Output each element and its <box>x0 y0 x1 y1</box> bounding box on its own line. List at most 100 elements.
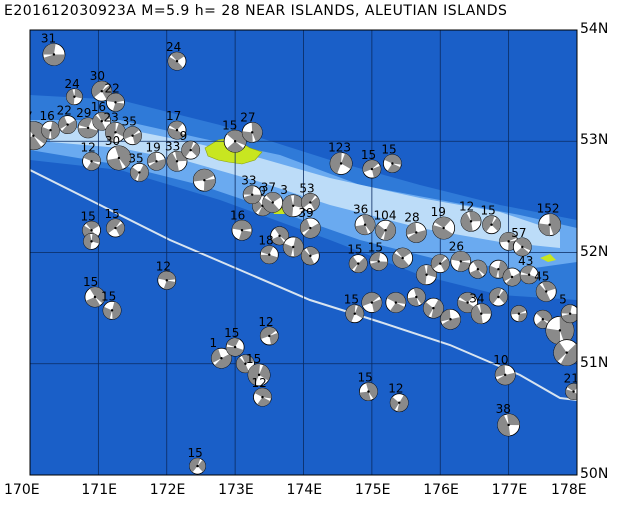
beachball-depth-label: 15 <box>368 240 383 254</box>
beachball: 45 <box>534 269 557 302</box>
longitude-tick-label: 173E <box>218 482 254 498</box>
beachball-depth-label: 9 <box>180 129 188 143</box>
beachball <box>192 168 216 192</box>
beachball: 15 <box>188 446 206 475</box>
beachball <box>468 259 488 279</box>
beachball-depth-label: 12 <box>156 259 171 273</box>
beachball-depth-label: 15 <box>347 243 362 257</box>
beachball-depth-label: 17 <box>166 109 181 123</box>
beachball <box>416 264 437 286</box>
beachball-depth-label: 15 <box>101 289 116 303</box>
beachball-depth-label: 16 <box>230 208 245 222</box>
beachball-depth-label: 31 <box>41 31 56 45</box>
beachball-depth-label: 5 <box>559 293 567 307</box>
beachball: 37 <box>261 180 284 213</box>
beachball-depth-label: 15 <box>104 207 119 221</box>
latitude-tick-label: 51N <box>580 354 609 371</box>
beachball: 35 <box>122 115 142 146</box>
beachball-depth-label: 12 <box>251 376 266 390</box>
beachball-depth-label: 33 <box>241 174 256 188</box>
beachball-depth-label: 16 <box>40 109 55 123</box>
map-frame <box>29 29 578 476</box>
beachball: 15 <box>344 293 365 324</box>
beachball: 24 <box>166 40 187 71</box>
beachball: 10 <box>493 353 516 386</box>
beachball <box>83 232 100 250</box>
longitude-tick-label: 170E <box>4 482 40 498</box>
beachball-depth-label: 15 <box>188 446 203 460</box>
beachball: 30 <box>105 134 132 171</box>
beachball-depth-label: 57 <box>511 226 526 240</box>
beachball: 5 <box>559 293 577 324</box>
beachball-depth-label: 16 <box>91 100 106 114</box>
beachball <box>502 267 522 287</box>
beachball-depth-label: 35 <box>128 151 143 165</box>
beachball <box>361 292 383 313</box>
beachball <box>423 297 444 319</box>
beachball: 19 <box>431 205 456 240</box>
beachball-depth-label: 35 <box>122 115 137 129</box>
map-title: E201612030923A M=5.9 h= 28 NEAR ISLANDS,… <box>4 3 508 19</box>
beachball: 12 <box>388 382 409 413</box>
beachball: 16 <box>230 208 253 241</box>
beachball: 53 <box>299 181 320 212</box>
beachball-depth-label: 30 <box>90 69 105 83</box>
beachball: 30 <box>90 69 113 102</box>
beachball: 1 <box>209 336 232 369</box>
beachball-depth-label: 15 <box>222 118 237 132</box>
latitude-tick-label: 53N <box>580 132 609 149</box>
beachball <box>440 308 461 330</box>
beachball: 16 <box>91 100 112 131</box>
beachball: 15 <box>481 204 501 235</box>
beachball-depth-label: 15 <box>224 326 239 340</box>
beachball-depth-label: 39 <box>298 206 313 220</box>
beachball-depth-label: 152 <box>537 202 560 216</box>
beachball: 12 <box>81 140 101 171</box>
beachball: 123 <box>328 141 353 175</box>
latitude-tick-label: 54N <box>580 21 609 37</box>
beachball <box>510 305 528 323</box>
beachball: 15 <box>246 352 271 387</box>
beachball-depth-label: 18 <box>258 234 273 248</box>
beachball: 36 <box>353 203 376 236</box>
beachball-depth-label: 26 <box>449 239 464 253</box>
beachball-depth-label: 30 <box>105 134 120 148</box>
beachball: 33 <box>241 174 262 205</box>
longitude-tick-label: 174E <box>286 482 323 498</box>
beachball: 16 <box>40 109 60 140</box>
beachball-depth-label: 12 <box>258 315 273 329</box>
beachball: 24 <box>64 77 83 106</box>
beachball <box>385 292 407 313</box>
longitude-tick-label: 175E <box>354 482 391 498</box>
beachball: 39 <box>298 206 321 239</box>
beachball <box>270 226 289 246</box>
beachball-depth-label: 22 <box>57 104 72 118</box>
beachball: 9 <box>180 129 201 160</box>
beachball-depth-label: 27 <box>17 110 32 124</box>
beachball-depth-label: 38 <box>496 402 511 416</box>
beachball-depth-label: 36 <box>353 203 368 217</box>
longitude-tick-label: 178E <box>551 482 587 498</box>
longitude-tick-label: 176E <box>423 482 459 498</box>
islet-land-3 <box>540 254 556 262</box>
beachball-depth-label: 37 <box>261 180 276 194</box>
beachball <box>457 292 479 313</box>
beachball-depth-label: 53 <box>299 181 314 195</box>
beachball-depth-label: 12 <box>459 199 474 213</box>
beachball: 57 <box>511 226 532 257</box>
beachball-depth-label: 123 <box>328 141 351 155</box>
beachball: 15 <box>104 207 125 238</box>
beachball-depth-label: 15 <box>246 352 261 366</box>
beachball: 12 <box>459 199 482 232</box>
beachball: 21 <box>564 372 579 400</box>
longitude-tick-label: 171E <box>81 482 117 498</box>
beachball: 12 <box>258 315 279 346</box>
trench-line <box>30 169 577 401</box>
beachball-depth-label: 21 <box>564 372 579 386</box>
beachball <box>406 287 426 307</box>
beachball-depth-label: 3 <box>280 183 288 197</box>
beachball-depth-label: 45 <box>534 269 549 283</box>
beachball-depth-label: 22 <box>104 81 119 95</box>
